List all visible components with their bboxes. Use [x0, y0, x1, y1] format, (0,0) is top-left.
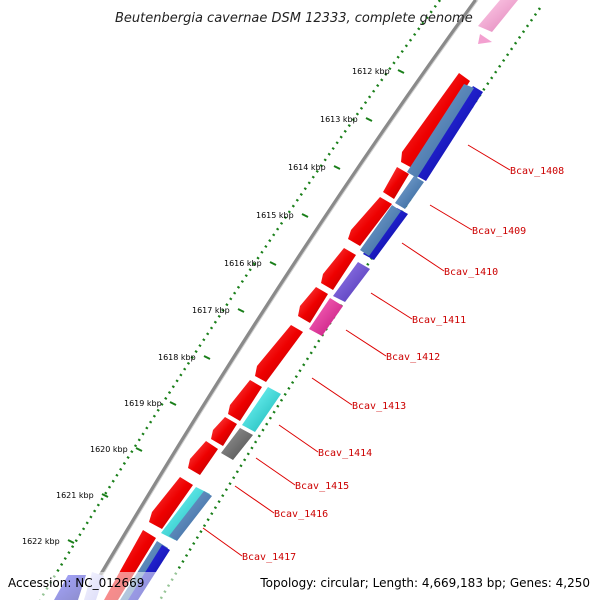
gene-label-bcav-1414[interactable]: Bcav_1414: [318, 448, 372, 459]
gene-label-bcav-1416[interactable]: Bcav_1416: [274, 509, 328, 520]
leader-line: [234, 485, 275, 514]
outer-tick-track: [38, 0, 442, 600]
gene-label-bcav-1415[interactable]: Bcav_1415: [295, 481, 349, 492]
genome-backbone: [84, 0, 478, 600]
gene-label-bcav-1413[interactable]: Bcav_1413: [352, 401, 406, 412]
gene-reverse: [407, 84, 474, 178]
gene-label-bcav-1410[interactable]: Bcav_1410: [444, 267, 498, 278]
gene-label-bcav-1411[interactable]: Bcav_1411: [412, 315, 466, 326]
gene-forward: [401, 73, 470, 169]
gene-forward: [211, 417, 237, 446]
kbp-label: 1620 kbp: [90, 445, 128, 454]
kbp-tick-mark: [101, 493, 109, 498]
leader-line: [202, 527, 243, 557]
kbp-tick-mark: [169, 401, 177, 406]
gene-labels: Bcav_1408 Bcav_1409 Bcav_1410 Bcav_1411 …: [242, 166, 564, 563]
kbp-tick-mark: [203, 355, 211, 360]
kbp-labels: 1612 kbp 1613 kbp 1614 kbp 1615 kbp 1616…: [22, 67, 390, 546]
kbp-ticks: [67, 69, 405, 544]
kbp-label: 1615 kbp: [256, 211, 294, 220]
leader-line: [255, 457, 296, 486]
gene-label-bcav-1409[interactable]: Bcav_1409: [472, 226, 526, 237]
leader-line: [278, 424, 319, 453]
kbp-tick-mark: [397, 69, 405, 74]
genome-title: Beutenbergia cavernae DSM 12333, complet…: [115, 11, 473, 26]
kbp-label: 1619 kbp: [124, 399, 162, 408]
gene-forward: [228, 380, 262, 421]
leader-line: [401, 242, 445, 272]
gene-reverse: [395, 176, 424, 209]
genome-backbone-highlight: [87, 0, 479, 600]
gene-forward: [255, 325, 303, 382]
leader-line: [429, 204, 473, 231]
gene-reverse: [360, 205, 401, 256]
kbp-label: 1614 kbp: [288, 163, 326, 172]
gene-top-arrowhead: [478, 34, 492, 44]
gene-top-partial: [478, 0, 518, 32]
gene-reverse: [309, 298, 343, 336]
gene-forward: [149, 477, 193, 529]
kbp-label: 1622 kbp: [22, 537, 60, 546]
leader-lines: [202, 144, 511, 557]
kbp-label: 1616 kbp: [224, 259, 262, 268]
gene-label-bcav-1408[interactable]: Bcav_1408: [510, 166, 564, 177]
gene-label-bcav-1412[interactable]: Bcav_1412: [386, 352, 440, 363]
gene-reverse: [169, 491, 212, 541]
gene-forward: [298, 287, 328, 323]
gene-label-bcav-1417[interactable]: Bcav_1417: [242, 552, 296, 563]
gene-forward: [321, 248, 356, 290]
leader-line: [345, 329, 387, 357]
kbp-tick-mark: [135, 447, 143, 452]
leader-line: [467, 144, 511, 171]
kbp-label: 1618 kbp: [158, 353, 196, 362]
kbp-tick-mark: [67, 539, 75, 544]
kbp-tick-mark: [365, 117, 373, 122]
topology-text: Topology: circular; Length: 4,669,183 bp…: [259, 576, 590, 590]
leader-line: [370, 292, 413, 320]
kbp-tick-mark: [269, 261, 277, 266]
gene-forward: [383, 167, 409, 199]
kbp-label: 1612 kbp: [352, 67, 390, 76]
kbp-label: 1613 kbp: [320, 115, 358, 124]
kbp-tick-mark: [237, 308, 245, 313]
gene-reverse: [333, 262, 370, 302]
kbp-label: 1621 kbp: [56, 491, 94, 500]
kbp-tick-mark: [333, 165, 341, 170]
kbp-tick-mark: [301, 213, 309, 218]
gene-forward: [188, 441, 218, 475]
gene-reverse: [415, 86, 483, 181]
kbp-label: 1617 kbp: [192, 306, 230, 315]
leader-line: [311, 377, 353, 406]
gene-forward: [348, 197, 392, 246]
footer-background: [0, 572, 600, 600]
gene-reverse: [221, 428, 253, 460]
accession-text: Accession: NC_012669: [8, 576, 144, 590]
gene-reverse: [242, 387, 281, 432]
inner-tick-track: [158, 7, 542, 600]
